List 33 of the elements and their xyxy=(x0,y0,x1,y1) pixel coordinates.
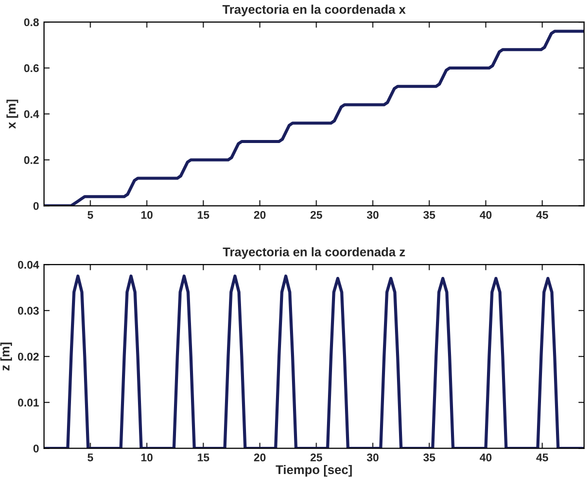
x-tick-label: 40 xyxy=(480,454,492,462)
x-tick-label: 25 xyxy=(310,210,322,219)
x-axis-title: Tiempo [sec] xyxy=(276,464,352,477)
x-tick-label: 5 xyxy=(88,454,94,462)
x-tick-label: 10 xyxy=(141,210,153,219)
x-tick-label: 10 xyxy=(141,454,153,462)
x-tick-label: 35 xyxy=(423,454,436,462)
y-tick-label: 0.03 xyxy=(18,306,39,315)
x-tick-label: 30 xyxy=(366,210,379,219)
x-tick-label: 45 xyxy=(536,211,548,219)
x-tick-label: 40 xyxy=(480,210,492,219)
y-axis-title: x [m] xyxy=(6,100,18,129)
x-tick-label: 45 xyxy=(536,454,548,462)
y-tick-label: 0 xyxy=(33,444,39,452)
x-tick-label: 30 xyxy=(366,454,379,462)
chart-title: Trayectoria en la coordenada x xyxy=(222,4,406,16)
y-tick-label: 0.8 xyxy=(24,18,39,26)
y-axis-title: z [m] xyxy=(0,342,12,371)
x-tick-label: 15 xyxy=(198,211,210,219)
x-tick-label: 20 xyxy=(254,210,266,219)
x-tick-label: 35 xyxy=(423,210,436,219)
y-tick-label: 0.4 xyxy=(24,110,40,118)
y-tick-label: 0 xyxy=(33,202,39,210)
x-tick-label: 20 xyxy=(254,454,266,462)
x-tick-label: 15 xyxy=(198,454,210,462)
y-tick-label: 0.04 xyxy=(18,260,40,269)
chart-title: Trayectoria en la coordenada z xyxy=(222,247,405,259)
x-tick-label: 25 xyxy=(310,454,322,462)
y-tick-label: 0.02 xyxy=(18,352,39,361)
y-tick-label: 0.2 xyxy=(24,156,39,164)
y-tick-label: 0.6 xyxy=(24,64,39,72)
y-tick-label: 0.01 xyxy=(18,398,39,407)
x-tick-label: 5 xyxy=(88,211,94,219)
